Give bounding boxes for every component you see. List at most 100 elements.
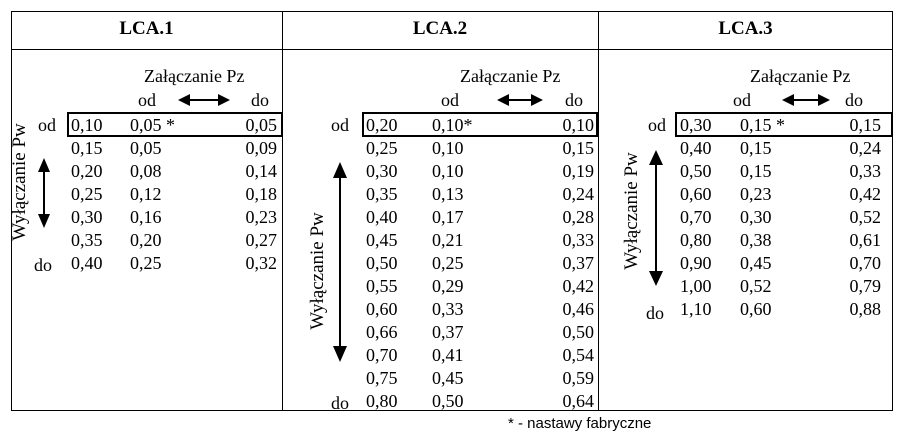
- pw-value-cell: 0,55: [366, 276, 398, 296]
- footnote: * - nastawy fabryczne: [508, 415, 652, 432]
- pz-to-value-cell: 0,54: [562, 345, 595, 365]
- pz-to-value-cell: 0,52: [849, 207, 882, 227]
- pz-to-value-cell: 0,33: [562, 230, 595, 250]
- pz-from-value-cell: 0,10*: [432, 115, 473, 135]
- pz-to-value-cell: 0,79: [849, 276, 882, 296]
- default-row-highlight: [362, 112, 598, 137]
- pw-value-cell: 0,35: [366, 184, 398, 204]
- pw-value-cell: 0,20: [71, 161, 103, 181]
- pz-from-value-cell: 0,38: [740, 230, 772, 250]
- header-divider: [11, 49, 893, 50]
- pz-from-value-cell: 0,05: [130, 138, 162, 158]
- pz-from-value-cell: 0,16: [130, 207, 162, 227]
- pw-value-cell: 0,15: [71, 138, 103, 158]
- pz-to-value-cell: 0,19: [562, 161, 595, 181]
- pz-to-value-cell: 0,32: [245, 253, 278, 273]
- pw-value-cell: 0,35: [71, 230, 103, 250]
- pw-value-cell: 0,80: [366, 391, 398, 411]
- pz-from-value-cell: 0,52: [740, 276, 772, 296]
- pz-from-value-cell: 0,29: [432, 276, 464, 296]
- pw-value-cell: 0,25: [366, 138, 398, 158]
- pz-from-value-cell: 0,20: [130, 230, 162, 250]
- pw-from-label: od: [38, 115, 56, 135]
- pw-value-cell: 0,40: [366, 207, 398, 227]
- pz-to-value-cell: 0,46: [562, 299, 595, 319]
- pw-from-label: od: [331, 115, 349, 135]
- column-divider: [598, 11, 599, 411]
- double-arrow-icon: [178, 94, 230, 106]
- pw-value-cell: 0,30: [680, 115, 712, 135]
- pz-from-value-cell: 0,25: [432, 253, 464, 273]
- double-arrow-icon: [497, 94, 543, 106]
- column-divider: [282, 11, 283, 411]
- pz-to-value-cell: 0,14: [245, 161, 278, 181]
- pz-from-value-cell: 0,15 *: [740, 115, 785, 135]
- pz-to-value-cell: 0,42: [562, 276, 595, 296]
- pw-value-cell: 0,40: [71, 253, 103, 273]
- pz-to-value-cell: 0,61: [849, 230, 882, 250]
- pz-label: Załączanie Pz: [460, 66, 561, 86]
- vertical-double-arrow-icon: [38, 158, 50, 228]
- pz-to-value-cell: 0,70: [849, 253, 882, 273]
- pw-value-cell: 0,40: [680, 138, 712, 158]
- pz-from-value-cell: 0,37: [432, 322, 464, 342]
- pz-from-value-cell: 0,45: [432, 368, 464, 388]
- pw-value-cell: 0,30: [366, 161, 398, 181]
- pw-value-cell: 0,66: [366, 322, 398, 342]
- pw-value-cell: 0,10: [71, 115, 103, 135]
- pw-value-cell: 1,10: [680, 299, 712, 319]
- pz-to-value-cell: 0,23: [245, 207, 278, 227]
- pz-to-value-cell: 0,15: [562, 138, 595, 158]
- pw-value-cell: 0,50: [680, 161, 712, 181]
- pw-value-cell: 1,00: [680, 276, 712, 296]
- pw-value-cell: 0,20: [366, 115, 398, 135]
- pz-from-value-cell: 0,13: [432, 184, 464, 204]
- vertical-double-arrow-icon: [333, 162, 347, 362]
- pz-from-value-cell: 0,60: [740, 299, 772, 319]
- pz-to-value-cell: 0,27: [245, 230, 278, 250]
- pz-from-value-cell: 0,15: [740, 161, 772, 181]
- pw-value-cell: 0,80: [680, 230, 712, 250]
- pw-value-cell: 0,90: [680, 253, 712, 273]
- pz-to-value-cell: 0,50: [562, 322, 595, 342]
- pz-to-label: do: [251, 90, 269, 110]
- pw-label: Wyłączanie Pw: [9, 123, 30, 241]
- pz-from-value-cell: 0,17: [432, 207, 464, 227]
- pz-to-value-cell: 0,88: [849, 299, 882, 319]
- pz-from-value-cell: 0,25: [130, 253, 162, 273]
- pz-from-value-cell: 0,10: [432, 161, 464, 181]
- pz-from-value-cell: 0,33: [432, 299, 464, 319]
- pz-from-value-cell: 0,10: [432, 138, 464, 158]
- pz-to-value-cell: 0,28: [562, 207, 595, 227]
- pw-to-label: do: [646, 303, 664, 323]
- pz-label: Załączanie Pz: [144, 66, 245, 86]
- pz-to-label: do: [845, 90, 863, 110]
- pz-from-value-cell: 0,05 *: [130, 115, 175, 135]
- vertical-double-arrow-icon: [649, 150, 663, 286]
- pz-from-label: od: [138, 90, 156, 110]
- pz-to-value-cell: 0,64: [562, 391, 595, 411]
- pz-from-value-cell: 0,23: [740, 184, 772, 204]
- pw-value-cell: 0,70: [680, 207, 712, 227]
- pz-to-value-cell: 0,24: [562, 184, 595, 204]
- pw-value-cell: 0,60: [680, 184, 712, 204]
- pw-value-cell: 0,25: [71, 184, 103, 204]
- pz-to-value-cell: 0,05: [245, 115, 278, 135]
- pw-to-label: do: [34, 255, 52, 275]
- pz-to-value-cell: 0,18: [245, 184, 278, 204]
- pw-label: Wyłączanie Pw: [307, 212, 328, 330]
- double-arrow-icon: [782, 94, 830, 106]
- pw-value-cell: 0,30: [71, 207, 103, 227]
- panel-title-lca2: LCA.2: [412, 18, 468, 39]
- default-row-highlight: [67, 112, 283, 137]
- pz-from-value-cell: 0,12: [130, 184, 162, 204]
- pz-from-value-cell: 0,45: [740, 253, 772, 273]
- pz-to-value-cell: 0,10: [562, 115, 595, 135]
- pz-from-label: od: [441, 90, 459, 110]
- pw-value-cell: 0,70: [366, 345, 398, 365]
- panel-title-lca1: LCA.1: [119, 18, 174, 39]
- pz-to-value-cell: 0,33: [849, 161, 882, 181]
- pz-from-value-cell: 0,41: [432, 345, 464, 365]
- pw-value-cell: 0,60: [366, 299, 398, 319]
- pw-label: Wyłączanie Pw: [621, 152, 642, 270]
